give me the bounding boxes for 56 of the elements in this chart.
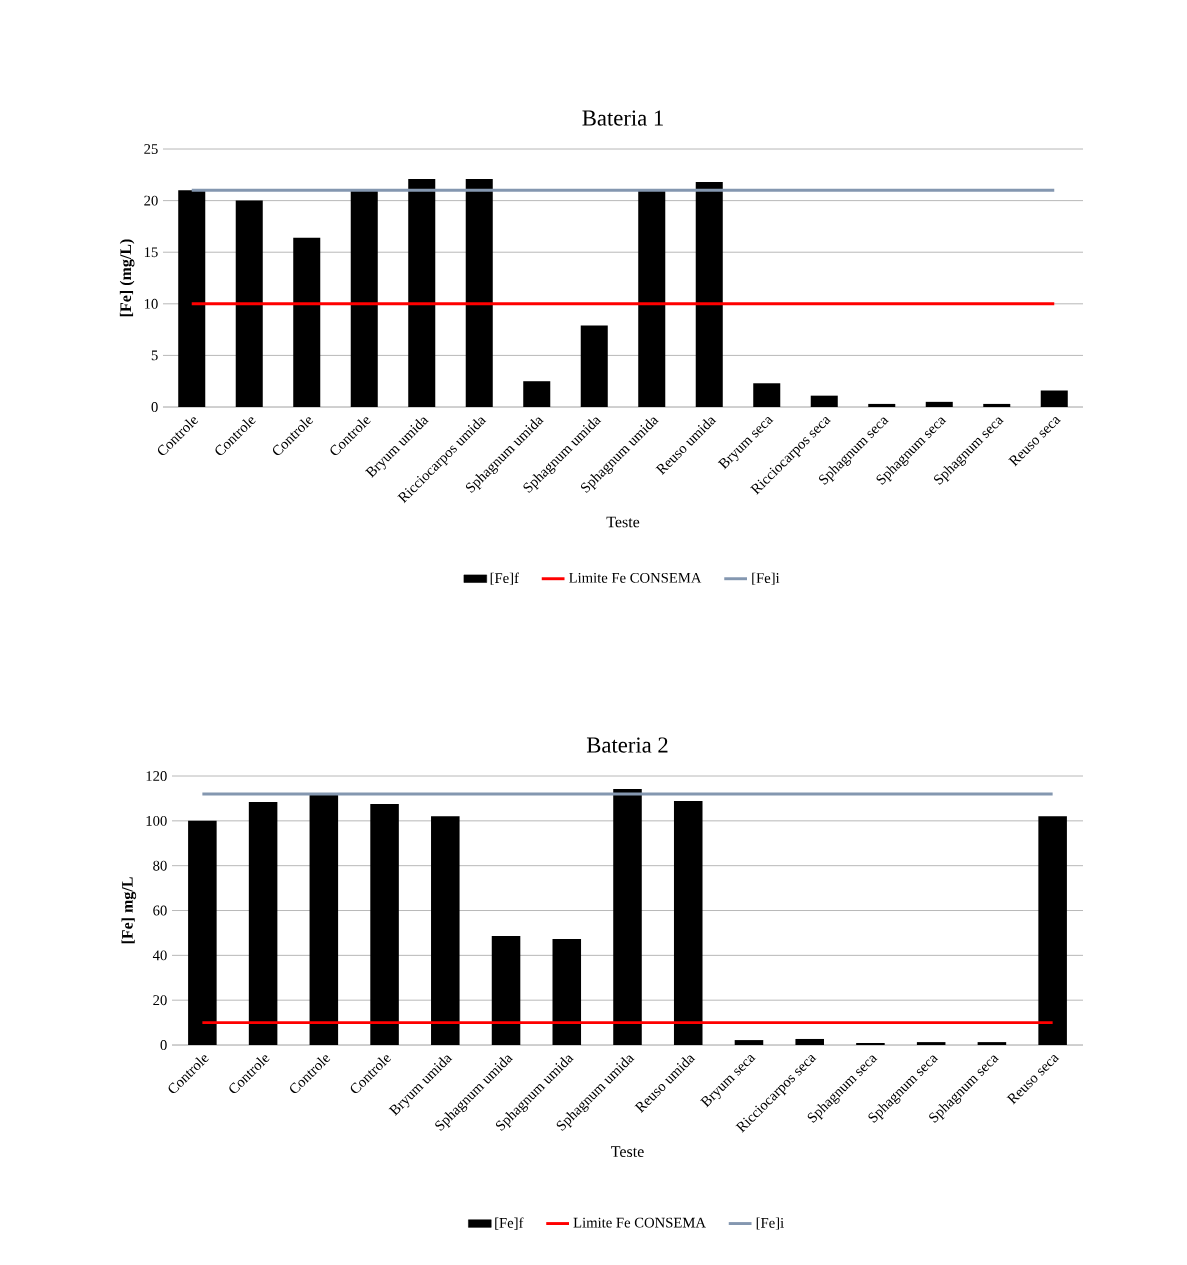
bar	[1038, 816, 1067, 1046]
y-tick-label: 20	[144, 195, 158, 206]
bar	[580, 325, 608, 408]
bar	[925, 401, 953, 408]
bar	[695, 182, 723, 408]
bar	[613, 789, 642, 1046]
y-tick-label: 0	[160, 1040, 167, 1050]
bar	[248, 802, 278, 1046]
bar	[408, 178, 436, 408]
bar	[856, 1043, 885, 1046]
bar	[293, 237, 321, 408]
bar	[235, 200, 263, 408]
legend-label: Limite Fe CONSEMA	[573, 1217, 706, 1228]
y-tick-label: 100	[146, 815, 167, 826]
y-tick-label: 0	[151, 402, 158, 412]
bar	[431, 816, 460, 1046]
y-tick-label: 60	[153, 905, 167, 916]
y-tick-label: 120	[146, 771, 167, 781]
bar	[868, 403, 896, 408]
bar	[810, 395, 838, 408]
legend-label: Limite Fe CONSEMA	[569, 572, 702, 583]
bar	[370, 804, 399, 1046]
bar	[465, 178, 493, 408]
legend-label: [Fe]f	[490, 572, 519, 585]
chart-title: Bateria 1	[582, 110, 663, 126]
y-tick-label: 5	[151, 350, 158, 361]
bar	[916, 1042, 946, 1046]
chart-title: Bateria 2	[586, 737, 668, 753]
bar	[491, 936, 521, 1046]
y-axis-title: [Fe] (mg/L)	[119, 239, 135, 317]
y-tick-label: 80	[153, 860, 167, 871]
y-tick-label: 15	[144, 247, 158, 258]
y-tick-label: 40	[152, 950, 167, 961]
bar	[795, 1038, 824, 1046]
bar	[188, 820, 217, 1046]
bar	[1040, 390, 1068, 408]
bar	[673, 801, 703, 1046]
bar	[638, 190, 666, 408]
y-tick-label: 10	[144, 298, 158, 309]
legend-label: [Fe]f	[495, 1217, 524, 1230]
bar	[734, 1040, 764, 1046]
bar	[552, 938, 582, 1046]
bar	[350, 190, 378, 408]
bar	[977, 1042, 1007, 1046]
legend-label: [Fe]i	[756, 1217, 784, 1230]
x-axis-title: Teste	[606, 516, 640, 528]
y-axis-title: [Fe] mg/L	[121, 877, 137, 944]
bar	[983, 403, 1011, 408]
y-tick-label: 20	[153, 995, 167, 1006]
bar	[178, 190, 206, 408]
y-tick-label: 25	[144, 144, 158, 154]
bar	[523, 381, 551, 408]
legend-label: [Fe]i	[752, 572, 780, 585]
x-axis-title: Teste	[611, 1146, 644, 1157]
bar	[309, 795, 339, 1046]
bar	[753, 383, 781, 408]
